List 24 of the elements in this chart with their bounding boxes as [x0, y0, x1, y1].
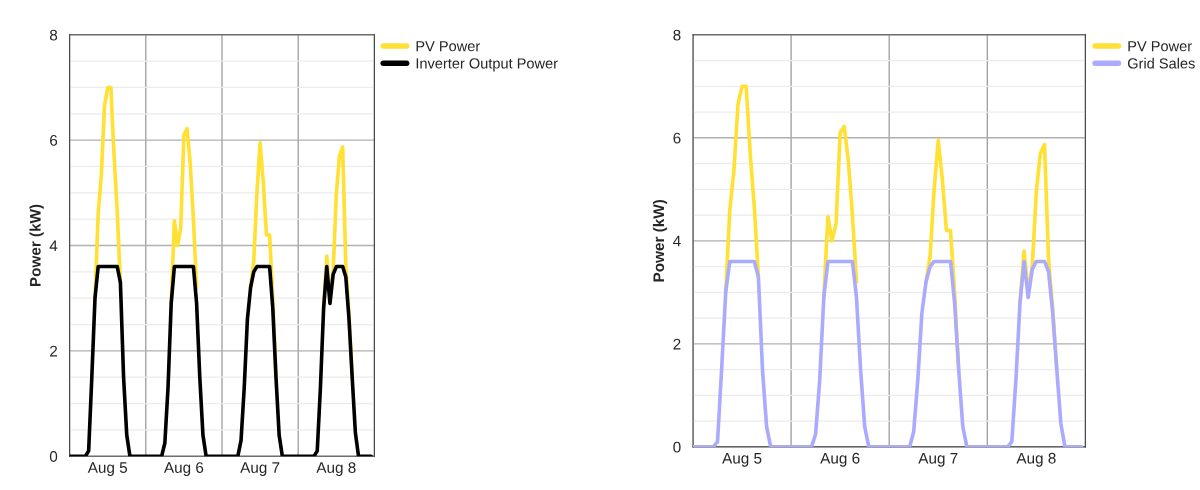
y-tick-label: 4 — [673, 235, 681, 247]
y-tick-label: 0 — [673, 441, 681, 453]
x-tick-label: Aug 7 — [918, 453, 958, 467]
x-tick-label: Aug 6 — [820, 452, 860, 467]
legend-label: PV Power — [1128, 41, 1192, 52]
y-tick-label: 8 — [673, 29, 681, 41]
y-tick-label: 8 — [49, 29, 58, 41]
legend-label: PV Power — [416, 41, 480, 52]
y-tick-label: 6 — [673, 132, 681, 144]
legend-label: Grid Sales — [1127, 57, 1195, 69]
x-tick-label: Aug 5 — [87, 462, 128, 476]
y-tick-label: 4 — [49, 240, 58, 252]
x-tick-label: Aug 7 — [240, 462, 280, 476]
x-tick-label: Aug 8 — [1016, 452, 1056, 467]
y-tick-label: 0 — [49, 451, 58, 462]
x-tick-label: Aug 6 — [163, 462, 204, 476]
y-axis-title: Power (kW) — [652, 200, 668, 282]
y-tick-label: 2 — [673, 338, 681, 350]
legend-label: Inverter Output Power — [416, 58, 558, 72]
x-tick-label: Aug 5 — [722, 453, 762, 467]
x-tick-label: Aug 8 — [316, 462, 356, 476]
y-tick-label: 2 — [50, 345, 58, 357]
y-axis-title: Power (kW) — [29, 204, 44, 287]
y-tick-label: 6 — [50, 135, 58, 146]
